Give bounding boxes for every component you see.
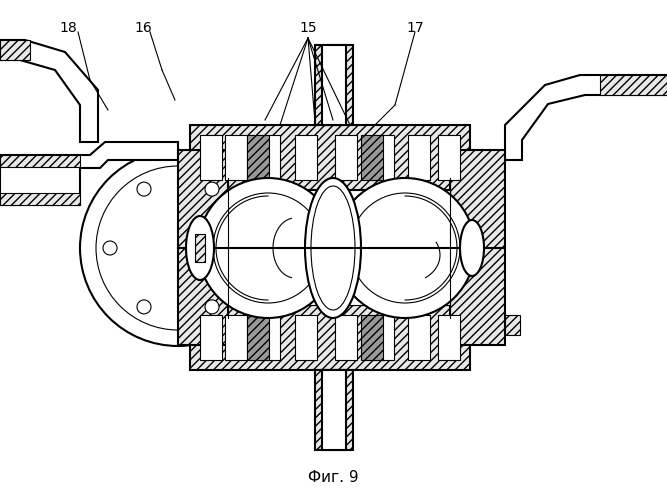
Bar [200,315,222,360]
Bar [361,135,383,180]
Bar [438,135,460,180]
Bar [322,45,346,125]
Polygon shape [505,315,520,335]
Bar [335,315,357,360]
Bar [190,125,470,190]
Text: 17: 17 [406,21,424,35]
Bar [438,315,460,360]
Bar [372,135,394,180]
Circle shape [137,300,151,314]
Circle shape [335,178,475,318]
Bar [315,45,353,125]
Circle shape [205,182,219,196]
Ellipse shape [186,216,214,280]
Bar [225,315,247,360]
Text: 18: 18 [59,21,77,35]
Bar [247,315,269,360]
Bar [0,193,80,205]
Bar [0,40,30,60]
Bar [600,75,667,95]
Bar [322,370,346,450]
Bar [335,135,357,180]
Bar [258,135,280,180]
Bar [178,150,228,345]
Circle shape [80,150,276,346]
Circle shape [198,178,338,318]
Bar [372,315,394,360]
Bar [190,305,470,370]
Circle shape [350,193,460,303]
Polygon shape [0,142,178,205]
Bar [200,135,222,180]
Ellipse shape [305,178,361,318]
Circle shape [103,241,117,255]
Bar [225,135,247,180]
Text: Фиг. 9: Фиг. 9 [307,470,358,486]
Ellipse shape [460,220,484,276]
Bar [315,370,353,450]
Bar [195,234,205,262]
Circle shape [239,241,253,255]
Bar [228,190,450,305]
Bar [247,135,269,180]
Bar [408,135,430,180]
Bar [295,315,317,360]
Ellipse shape [311,186,355,310]
Circle shape [137,182,151,196]
Bar [408,315,430,360]
Bar [450,150,505,345]
Bar [295,135,317,180]
Bar [258,315,280,360]
Polygon shape [0,40,98,142]
Circle shape [213,193,323,303]
Text: 15: 15 [299,21,317,35]
Polygon shape [505,75,667,160]
Bar [0,155,80,167]
Circle shape [96,166,260,330]
Bar [361,315,383,360]
Circle shape [205,300,219,314]
Text: 16: 16 [134,21,152,35]
